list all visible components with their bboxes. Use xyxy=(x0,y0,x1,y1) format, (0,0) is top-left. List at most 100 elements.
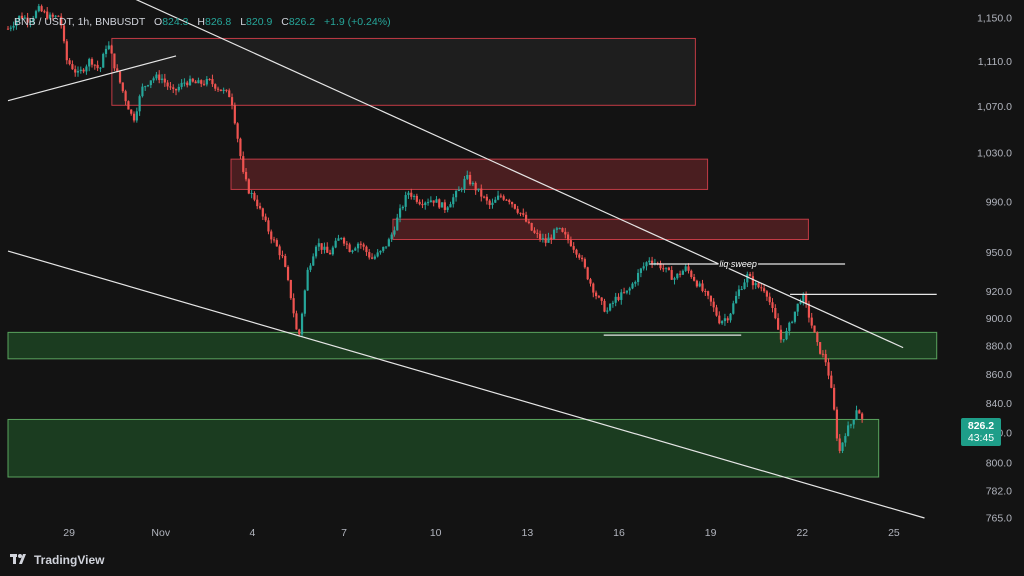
candle xyxy=(29,19,32,28)
candle xyxy=(636,269,640,286)
high-label: H xyxy=(197,16,205,28)
candle xyxy=(513,203,516,210)
trendline[interactable] xyxy=(7,250,925,519)
close-label: C xyxy=(281,16,289,28)
candle xyxy=(54,15,57,18)
candle xyxy=(138,94,141,116)
candle xyxy=(155,71,158,81)
candle xyxy=(152,76,155,84)
candle xyxy=(583,257,586,269)
candle xyxy=(37,3,40,13)
candle xyxy=(102,52,105,68)
candle xyxy=(418,199,421,206)
candle xyxy=(502,194,505,201)
price-tick-label: 1,070.0 xyxy=(977,101,1012,113)
tradingview-logo-icon xyxy=(10,552,30,567)
candle xyxy=(667,266,670,271)
candle xyxy=(821,350,825,358)
candle xyxy=(306,267,309,291)
candle xyxy=(85,64,88,75)
candle xyxy=(340,237,343,240)
candle xyxy=(617,293,620,302)
candle xyxy=(351,249,354,254)
candle xyxy=(561,227,564,233)
candle xyxy=(606,307,609,314)
candle xyxy=(113,53,116,71)
candle xyxy=(480,184,483,202)
candle xyxy=(681,269,685,275)
candle xyxy=(359,241,362,249)
zone-supply[interactable] xyxy=(230,158,709,190)
candle xyxy=(104,45,108,58)
time-tick-label: 4 xyxy=(249,527,255,539)
candle xyxy=(782,339,785,343)
candle xyxy=(337,234,340,241)
last-price-value: 826.2 xyxy=(967,420,995,432)
candle xyxy=(239,137,242,160)
candle xyxy=(320,243,323,254)
candle xyxy=(743,279,746,290)
candle xyxy=(144,85,147,91)
candle xyxy=(303,289,306,317)
zone-demand[interactable] xyxy=(7,331,938,360)
candle xyxy=(760,282,763,292)
candle xyxy=(62,23,66,44)
candle xyxy=(709,295,713,307)
tradingview-brand[interactable]: TradingView xyxy=(10,552,104,567)
candle xyxy=(236,122,239,143)
close-value: 826.2 xyxy=(288,16,316,28)
candle xyxy=(614,292,617,307)
candle xyxy=(43,9,46,14)
candle xyxy=(774,304,777,320)
candle xyxy=(833,384,836,411)
candle xyxy=(530,222,533,232)
candle xyxy=(516,205,519,215)
annotation-label[interactable]: liq sweep xyxy=(718,258,759,271)
candle xyxy=(390,232,393,242)
time-tick-label: 10 xyxy=(430,527,442,539)
candle xyxy=(233,102,236,125)
open-label: O xyxy=(154,16,163,28)
candle xyxy=(477,188,480,192)
zone-demand[interactable] xyxy=(7,418,880,478)
candle xyxy=(457,186,460,192)
trendline[interactable] xyxy=(84,0,904,349)
candle xyxy=(334,237,337,249)
candle xyxy=(116,64,119,73)
candle xyxy=(368,249,371,260)
time-axis-panel[interactable] xyxy=(0,520,962,546)
candle xyxy=(12,21,15,31)
candle xyxy=(536,229,539,239)
symbol-label[interactable]: BNB / USDT, 1h, BNBUSDT xyxy=(14,16,146,28)
candle xyxy=(169,81,172,91)
candle xyxy=(793,311,797,324)
candle xyxy=(160,74,164,84)
candle xyxy=(71,60,74,70)
candle xyxy=(578,253,581,260)
candle xyxy=(538,230,542,242)
candle xyxy=(861,412,864,423)
candle xyxy=(180,79,183,90)
candle xyxy=(300,312,304,337)
trendline[interactable] xyxy=(7,55,177,102)
candle xyxy=(253,191,256,202)
candle xyxy=(202,80,206,86)
candle xyxy=(51,12,54,21)
candle xyxy=(813,325,816,333)
candle xyxy=(690,269,693,279)
candle xyxy=(611,300,614,308)
candle xyxy=(835,406,839,442)
candle xyxy=(118,71,122,84)
candle xyxy=(438,198,441,209)
candle xyxy=(272,236,276,243)
candle xyxy=(729,312,732,323)
candle xyxy=(440,202,444,208)
price-tick-label: 950.0 xyxy=(986,247,1012,259)
candle xyxy=(763,284,766,293)
zone-supply[interactable] xyxy=(392,218,809,240)
zone-supply[interactable] xyxy=(111,37,696,106)
candle xyxy=(205,76,208,87)
candle xyxy=(746,271,749,288)
candle xyxy=(564,227,567,239)
